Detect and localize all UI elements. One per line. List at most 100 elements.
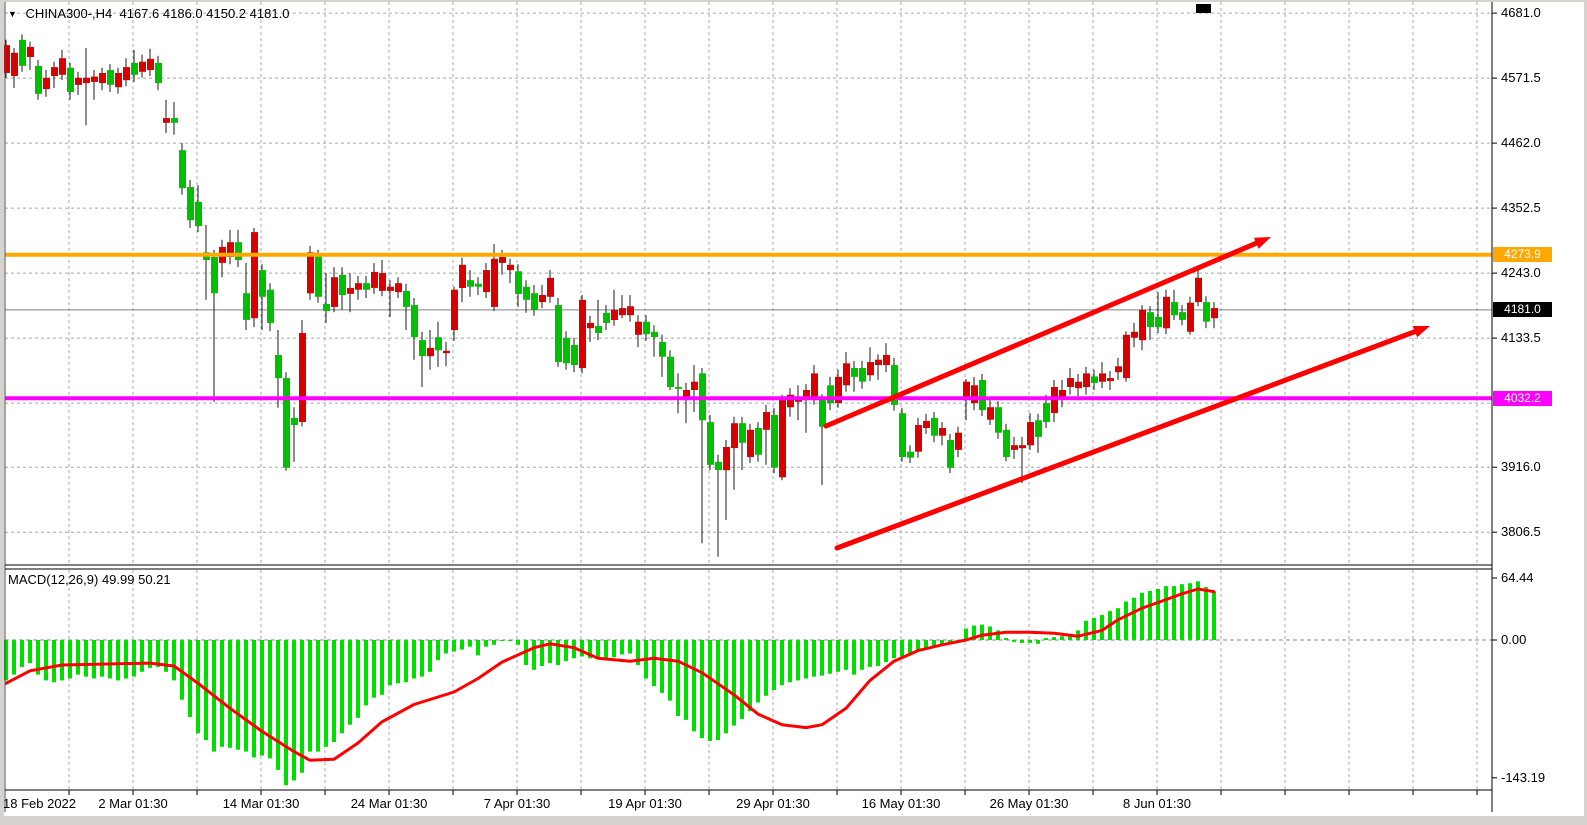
candle	[1043, 394, 1050, 428]
macd-axis-label[interactable]: -143.19	[1501, 769, 1546, 785]
time-axis-label[interactable]: 14 Mar 01:30	[222, 796, 300, 811]
macd-bar	[1164, 586, 1168, 640]
candle	[891, 357, 898, 411]
candle	[259, 264, 266, 330]
candle	[363, 276, 370, 298]
macd-bar	[828, 640, 832, 674]
candle	[595, 299, 602, 341]
price-badge-current: 4181.0	[1493, 302, 1552, 318]
macd-bar	[860, 640, 864, 670]
macd-bar	[884, 640, 888, 663]
time-axis-label[interactable]: 7 Apr 01:30	[483, 796, 551, 811]
macd-bar	[900, 640, 904, 657]
macd-bar	[980, 624, 984, 640]
macd-bar	[4, 640, 8, 681]
macd-value: 49.99	[101, 572, 135, 587]
window-frame-bottom	[0, 816, 1587, 825]
candle	[1179, 305, 1186, 326]
macd-bar	[420, 640, 424, 677]
candle	[627, 295, 634, 322]
candle	[3, 39, 10, 78]
macd-axis-label[interactable]: 64.44	[1501, 569, 1534, 585]
candle	[163, 99, 170, 133]
price-axis-label[interactable]: 4243.0	[1501, 265, 1541, 281]
candle	[1171, 289, 1178, 320]
time-axis-label[interactable]: 29 Apr 01:30	[736, 796, 810, 811]
candle	[699, 368, 706, 544]
macd-signal-value: 50.21	[138, 572, 171, 587]
candle	[451, 286, 458, 341]
macd-bar	[1212, 591, 1216, 640]
price-axis-label[interactable]: 4571.5	[1501, 70, 1541, 86]
macd-bar	[812, 640, 816, 677]
candle	[1211, 302, 1218, 329]
candle	[723, 439, 730, 520]
candle	[563, 331, 570, 370]
macd-bar	[20, 640, 24, 667]
time-axis-label[interactable]: 18 Feb 2022	[3, 796, 77, 811]
macd-bar	[620, 640, 624, 655]
macd-bar	[236, 640, 240, 750]
candle	[515, 264, 522, 307]
quote-open: 4167.6	[119, 6, 160, 21]
macd-bar	[1204, 587, 1208, 640]
macd-bar	[484, 640, 488, 647]
time-axis-label[interactable]: 2 Mar 01:30	[98, 796, 168, 811]
macd-bar	[332, 640, 336, 742]
price-axis-label[interactable]: 4133.5	[1501, 330, 1541, 346]
trend-arrow-upper[interactable]	[823, 237, 1271, 429]
macd-bar	[308, 640, 312, 752]
candle	[1195, 270, 1202, 307]
candle	[411, 298, 418, 360]
macd-bar	[492, 640, 496, 645]
candle	[355, 276, 362, 300]
candle	[803, 384, 810, 433]
price-axis-label[interactable]: 4352.5	[1501, 200, 1541, 216]
price-axis-label[interactable]: 4462.0	[1501, 135, 1541, 151]
candle	[51, 61, 58, 88]
macd-axis-label[interactable]: 0.00	[1501, 632, 1527, 647]
price-axis-label[interactable]: 3806.5	[1501, 524, 1541, 540]
macd-bar	[1084, 620, 1088, 640]
macd-bar	[516, 640, 520, 645]
trend-arrow-lower[interactable]	[834, 326, 1430, 551]
candle	[907, 445, 914, 463]
macd-signal-line	[4, 587, 1216, 762]
candle	[691, 365, 698, 412]
time-axis-label[interactable]: 8 Jun 01:30	[1123, 796, 1191, 811]
candle	[859, 360, 866, 389]
candle	[251, 227, 258, 328]
macd-bar	[380, 640, 384, 695]
candle	[187, 179, 194, 228]
candle	[827, 376, 834, 411]
price-axis-label[interactable]: 4681.0	[1501, 5, 1541, 21]
macd-bar	[732, 640, 736, 726]
macd-bar	[892, 640, 896, 659]
time-axis-label[interactable]: 16 May 01:30	[861, 796, 941, 811]
candle	[483, 263, 490, 298]
macd-bar	[28, 640, 32, 664]
candle	[611, 289, 618, 326]
time-axis-label[interactable]: 19 Apr 01:30	[608, 796, 682, 811]
candle	[931, 412, 938, 443]
candle	[171, 102, 178, 135]
symbol-dropdown-icon[interactable]: ▼	[8, 9, 17, 19]
candle	[739, 416, 746, 471]
macd-bar	[132, 640, 136, 677]
candle	[731, 416, 738, 490]
quote-close: 4181.0	[249, 6, 290, 21]
candle	[531, 284, 538, 316]
candle	[227, 229, 234, 265]
candle	[155, 55, 162, 91]
macd-bar	[588, 640, 592, 659]
candle	[1131, 322, 1138, 348]
macd-bar	[708, 640, 712, 741]
macd-bar	[1044, 638, 1048, 640]
macd-bar	[540, 640, 544, 666]
price-axis-label[interactable]: 3916.0	[1501, 459, 1541, 475]
time-axis-label[interactable]: 24 Mar 01:30	[350, 796, 428, 811]
chart-shift-marker-icon[interactable]	[1196, 4, 1211, 13]
time-axis-label[interactable]: 26 May 01:30	[989, 796, 1069, 811]
macd-bar	[356, 640, 360, 718]
